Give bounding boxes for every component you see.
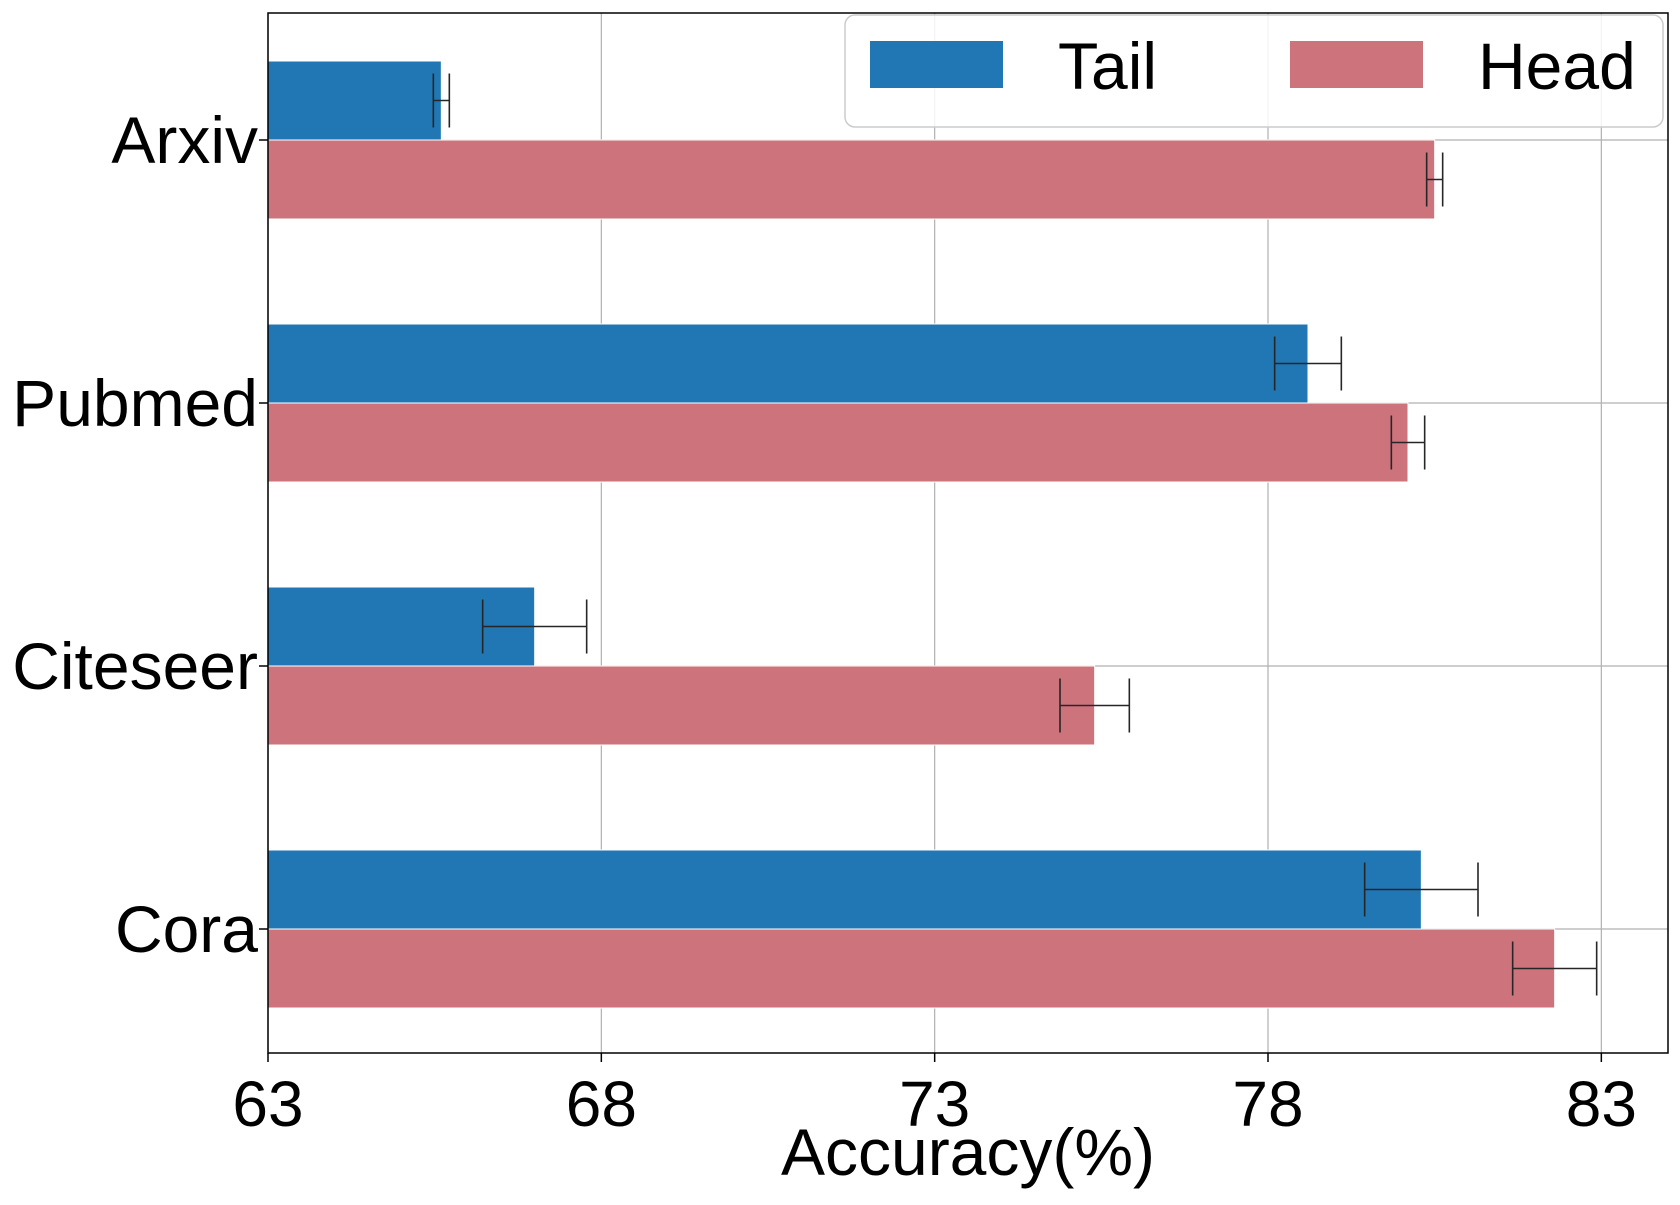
tick-layer: 63 68 73 78 83 Arxiv Pubmed Citeseer Cora: [12, 103, 1637, 1140]
x-tick-label-68: 68: [566, 1068, 637, 1140]
x-tick-label-78: 78: [1232, 1068, 1303, 1140]
legend-frame: [844, 14, 1664, 128]
bar-head-pubmed: [267, 402, 1409, 483]
bar-head-citeseer: [267, 665, 1096, 746]
x-tick-label-73: 73: [899, 1068, 970, 1140]
legend: Tail Head: [844, 14, 1664, 128]
legend-swatch-head: [1290, 41, 1423, 88]
category-label-arxiv: Arxiv: [111, 103, 258, 177]
bar-tail-cora: [267, 849, 1422, 930]
category-label-pubmed: Pubmed: [12, 366, 258, 440]
category-label-cora: Cora: [115, 892, 258, 966]
x-axis-title: Accuracy(%): [781, 1115, 1155, 1189]
legend-swatch-tail: [870, 41, 1003, 88]
bar-head-arxiv: [267, 139, 1436, 220]
bar-layer: [267, 60, 1556, 1009]
legend-label-head: Head: [1478, 29, 1636, 103]
x-tick-label-63: 63: [232, 1068, 303, 1140]
bar-head-cora: [267, 928, 1556, 1009]
x-tick-label-83: 83: [1566, 1068, 1637, 1140]
plot-frame: [267, 12, 1669, 1054]
bar-tail-arxiv: [267, 60, 442, 141]
error-layer: [432, 73, 1598, 996]
legend-label-tail: Tail: [1058, 29, 1157, 103]
category-label-citeseer: Citeseer: [12, 629, 258, 703]
bar-tail-pubmed: [267, 323, 1309, 404]
